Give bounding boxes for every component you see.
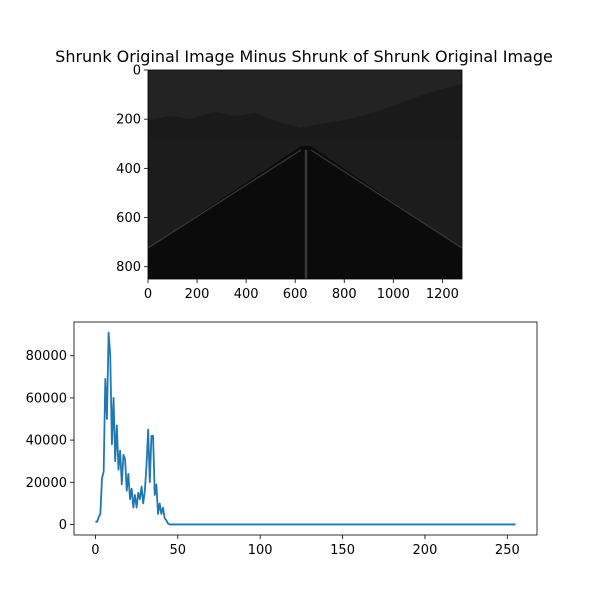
histogram-x-tick-label: 150 bbox=[330, 543, 355, 558]
histogram-x-tick-label: 100 bbox=[248, 543, 273, 558]
road-image bbox=[148, 70, 462, 279]
image-y-tick-label: 200 bbox=[116, 113, 141, 128]
histogram-x-tick-label: 250 bbox=[495, 543, 520, 558]
histogram-x-tick-label: 50 bbox=[170, 543, 187, 558]
histogram-y-tick-label: 80000 bbox=[26, 349, 67, 364]
image-x-tick-label: 200 bbox=[185, 287, 210, 302]
histogram-y-tick-label: 0 bbox=[59, 518, 67, 533]
image-y-ticks: 0 200 400 600 800 bbox=[116, 64, 148, 275]
image-panel: 0 200 400 600 800 1000 1200 0 200 400 600 800 bbox=[116, 64, 463, 302]
image-frame bbox=[147, 69, 463, 280]
image-y-tick-label: 400 bbox=[116, 162, 141, 177]
histogram-y-ticks: 0 20000 40000 60000 80000 bbox=[26, 349, 74, 533]
image-x-tick-label: 400 bbox=[234, 287, 259, 302]
image-edge-line-left bbox=[148, 149, 302, 249]
histogram-panel: 0 50 100 150 200 250 0 20000 40000 60000 80000 bbox=[26, 321, 538, 558]
image-y-tick-label: 0 bbox=[133, 64, 141, 79]
histogram-x-ticks: 0 50 100 150 200 250 bbox=[91, 535, 520, 558]
image-x-tick-label: 1200 bbox=[426, 287, 459, 302]
histogram-x-tick-label: 0 bbox=[91, 543, 99, 558]
image-x-tick-label: 0 bbox=[144, 287, 152, 302]
image-x-tick-label: 1000 bbox=[377, 287, 410, 302]
image-x-ticks: 0 200 400 600 800 1000 1200 bbox=[144, 279, 459, 302]
image-edge-line-right bbox=[310, 149, 462, 249]
histogram-x-tick-label: 200 bbox=[413, 543, 438, 558]
histogram-line bbox=[95, 331, 516, 526]
image-y-tick-label: 800 bbox=[116, 260, 141, 275]
histogram-y-tick-label: 60000 bbox=[26, 391, 67, 406]
histogram-y-tick-label: 20000 bbox=[26, 476, 67, 491]
figure-title: Shrunk Original Image Minus Shrunk of Sh… bbox=[55, 47, 553, 66]
histogram-frame bbox=[73, 321, 538, 536]
image-mountains bbox=[148, 84, 462, 150]
image-x-tick-label: 800 bbox=[332, 287, 357, 302]
image-x-tick-label: 600 bbox=[283, 287, 308, 302]
image-y-tick-label: 600 bbox=[116, 211, 141, 226]
histogram-y-tick-label: 40000 bbox=[26, 434, 67, 449]
